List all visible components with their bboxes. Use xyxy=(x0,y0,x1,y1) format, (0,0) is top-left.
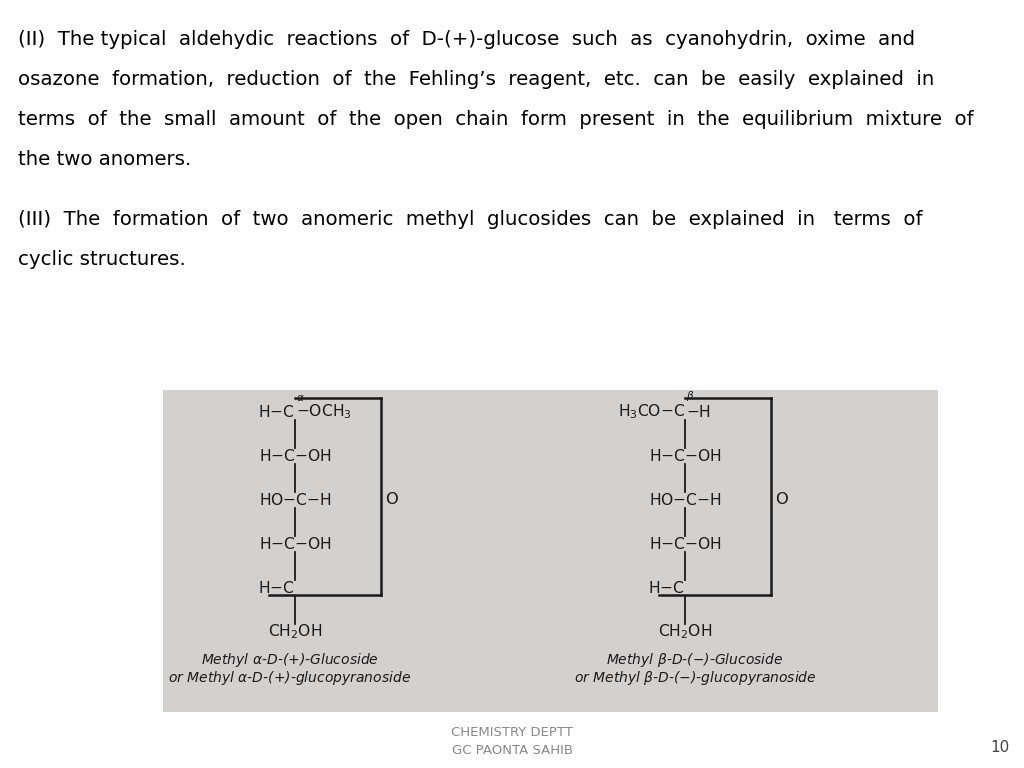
Text: terms  of  the  small  amount  of  the  open  chain  form  present  in  the  equ: terms of the small amount of the open ch… xyxy=(18,110,974,129)
Text: H$-$C$-$OH: H$-$C$-$OH xyxy=(259,536,332,552)
Bar xyxy=(163,390,938,712)
Text: HO$-$C$-$H: HO$-$C$-$H xyxy=(648,492,721,508)
Text: (II)  The typical  aldehydic  reactions  of  D-(+)-glucose  such  as  cyanohydri: (II) The typical aldehydic reactions of … xyxy=(18,30,915,49)
Text: $\beta$: $\beta$ xyxy=(686,389,694,403)
Text: H$_3$CO$-$C: H$_3$CO$-$C xyxy=(617,402,685,422)
Text: H$-$C: H$-$C xyxy=(648,580,685,596)
Text: Methyl $\beta$-D-($-$)-Glucoside: Methyl $\beta$-D-($-$)-Glucoside xyxy=(606,651,783,669)
Text: CH$_2$OH: CH$_2$OH xyxy=(268,623,323,641)
Text: GC PAONTA SAHIB: GC PAONTA SAHIB xyxy=(452,743,572,756)
Text: CH$_2$OH: CH$_2$OH xyxy=(657,623,712,641)
Text: (III)  The  formation  of  two  anomeric  methyl  glucosides  can  be  explained: (III) The formation of two anomeric meth… xyxy=(18,210,923,229)
Text: or Methyl $\alpha$-D-(+)-glucopyranoside: or Methyl $\alpha$-D-(+)-glucopyranoside xyxy=(169,669,412,687)
Text: the two anomers.: the two anomers. xyxy=(18,150,191,169)
Text: H$-$C$-$OH: H$-$C$-$OH xyxy=(648,536,721,552)
Text: HO$-$C$-$H: HO$-$C$-$H xyxy=(259,492,332,508)
Text: H$-$C$-$OH: H$-$C$-$OH xyxy=(259,448,332,464)
Text: osazone  formation,  reduction  of  the  Fehling’s  reagent,  etc.  can  be  eas: osazone formation, reduction of the Fehl… xyxy=(18,70,934,89)
Text: H$-$C: H$-$C xyxy=(258,580,295,596)
Text: $-$OCH$_3$: $-$OCH$_3$ xyxy=(296,402,352,422)
Text: H$-$C$-$OH: H$-$C$-$OH xyxy=(648,448,721,464)
Text: O: O xyxy=(775,492,788,508)
Text: H$-$C: H$-$C xyxy=(258,404,295,420)
Text: $-$H: $-$H xyxy=(686,404,711,420)
Text: CHEMISTRY DEPTT: CHEMISTRY DEPTT xyxy=(451,727,573,740)
Text: 10: 10 xyxy=(990,740,1010,756)
Text: $\alpha$: $\alpha$ xyxy=(296,393,305,403)
Text: or Methyl $\beta$-D-($-$)-glucopyranoside: or Methyl $\beta$-D-($-$)-glucopyranosid… xyxy=(573,669,816,687)
Text: Methyl $\alpha$-D-(+)-Glucoside: Methyl $\alpha$-D-(+)-Glucoside xyxy=(201,651,379,669)
Text: O: O xyxy=(386,492,398,508)
Text: cyclic structures.: cyclic structures. xyxy=(18,250,185,269)
